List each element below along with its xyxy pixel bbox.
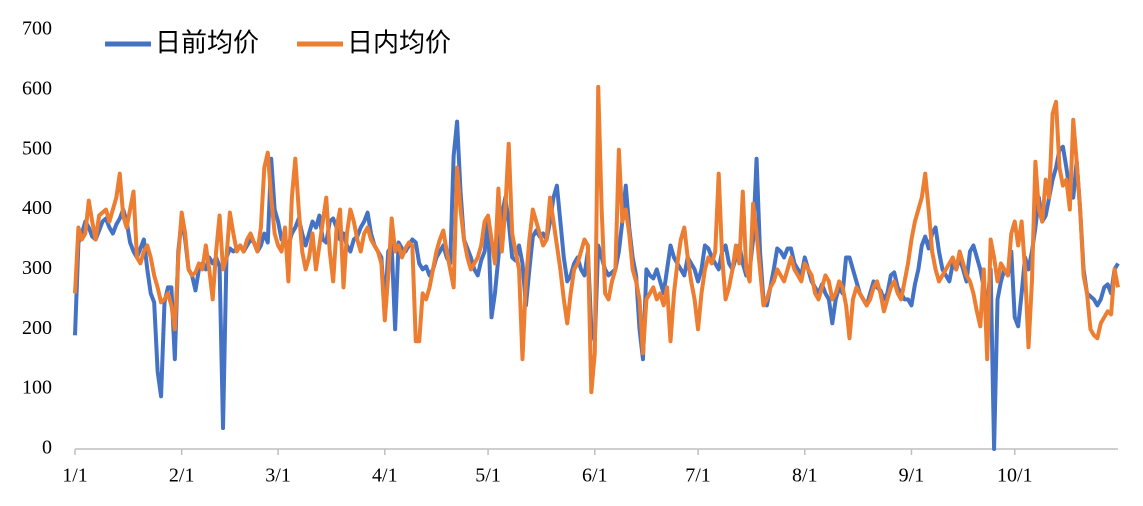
y-tick-label: 0 [42, 437, 52, 459]
legend-label: 日前均价 [155, 29, 259, 59]
y-tick-label: 400 [22, 197, 52, 219]
x-tick-label: 1/1 [62, 465, 88, 487]
x-tick-label: 7/1 [685, 465, 711, 487]
legend-label: 日内均价 [347, 29, 451, 59]
legend: 日前均价 日内均价 [105, 29, 451, 59]
x-tick-label: 10/1 [997, 465, 1033, 487]
x-tick-label: 9/1 [899, 465, 925, 487]
y-tick-label: 700 [22, 18, 52, 40]
y-tick-label: 100 [22, 377, 52, 399]
line-series [73, 84, 1120, 395]
y-tick-label: 300 [22, 257, 52, 279]
y-tick-label: 500 [22, 137, 52, 159]
x-tick-label: 6/1 [582, 465, 608, 487]
y-tick-label: 600 [22, 77, 52, 99]
x-tick-label: 8/1 [792, 465, 818, 487]
x-tick-label: 3/1 [265, 465, 291, 487]
x-tick-label: 4/1 [372, 465, 398, 487]
x-tick-label: 5/1 [475, 465, 501, 487]
x-tick-label: 2/1 [169, 465, 195, 487]
y-tick-label: 200 [22, 317, 52, 339]
